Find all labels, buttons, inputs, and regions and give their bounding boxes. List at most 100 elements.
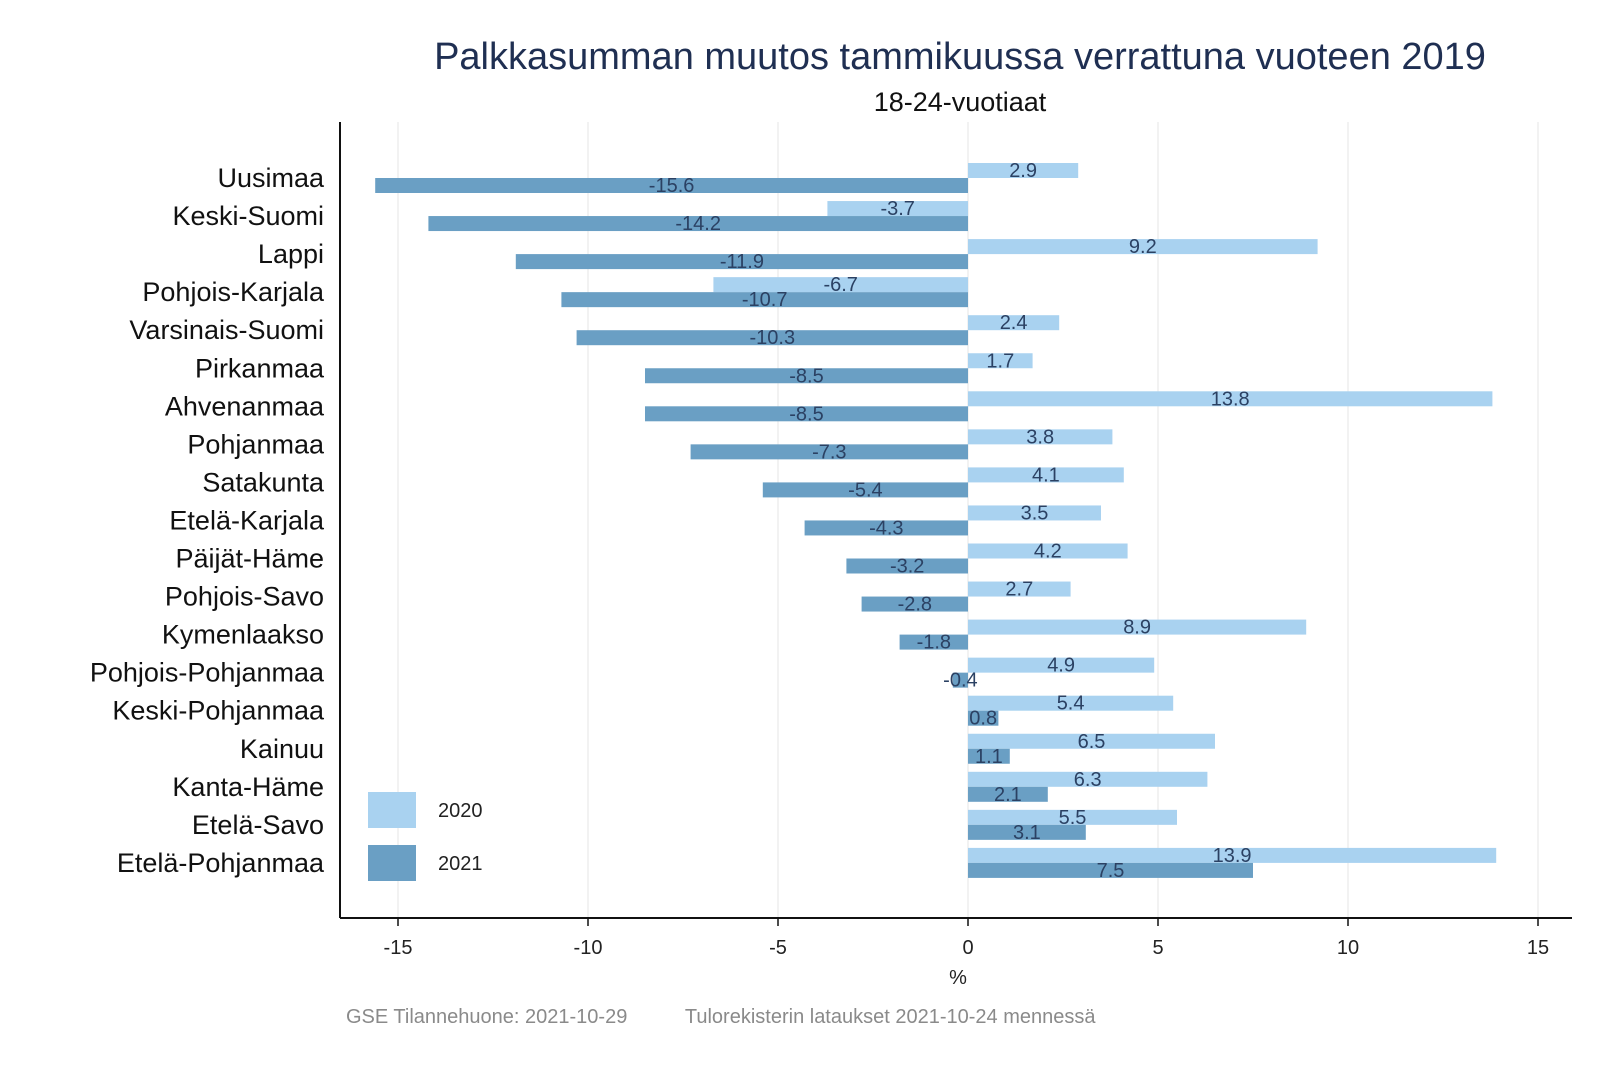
category-label: Kymenlaakso: [162, 620, 324, 650]
bar-2020-9: [968, 505, 1101, 521]
bar-2021-1: [428, 216, 968, 232]
category-label: Kanta-Häme: [172, 772, 324, 802]
data-label-2021-12: -1.8: [917, 632, 951, 654]
bar-2020-5: [968, 353, 1033, 369]
bar-2020-18: [968, 847, 1497, 863]
bar-2020-10: [968, 543, 1128, 559]
category-label: Keski-Suomi: [172, 201, 324, 231]
category-label: Päijät-Häme: [175, 544, 324, 574]
bar-2020-13: [968, 657, 1155, 673]
bar-2021-16: [968, 786, 1048, 802]
category-label: Lappi: [258, 239, 324, 269]
x-tick-label: 15: [1527, 937, 1549, 959]
x-tick-label: -10: [574, 937, 603, 959]
bar-2021-18: [968, 862, 1253, 878]
data-label-2020-4: 2.4: [1000, 312, 1028, 334]
category-label: Etelä-Pohjanmaa: [117, 848, 325, 878]
legend-swatch-2021: [368, 845, 416, 881]
bar-2020-7: [968, 429, 1113, 445]
x-tick-label: 0: [962, 937, 973, 959]
data-label-2021-10: -3.2: [890, 556, 924, 578]
data-label-2020-18: 13.9: [1213, 845, 1252, 867]
data-label-2020-12: 8.9: [1123, 617, 1151, 639]
bar-2021-17: [968, 824, 1086, 840]
data-label-2021-8: -5.4: [848, 479, 882, 501]
data-label-2021-2: -11.9: [720, 251, 764, 273]
data-label-2020-2: 9.2: [1129, 236, 1157, 258]
data-label-2021-5: -8.5: [789, 365, 823, 387]
bar-2021-2: [515, 254, 968, 270]
category-label: Etelä-Karjala: [169, 505, 325, 535]
data-label-2021-7: -7.3: [812, 441, 846, 463]
bar-2021-11: [861, 596, 968, 612]
axes: -15 -10 -5 0 5 10 15: [339, 122, 1572, 959]
category-label: Pirkanmaa: [195, 353, 325, 383]
bar-2021-14: [968, 710, 999, 726]
footer-source: Tulorekisterin lataukset 2021-10-24 menn…: [684, 1006, 1096, 1028]
bar-2021-0: [375, 178, 968, 193]
bar-2021-10: [846, 558, 968, 574]
data-label-2020-6: 13.8: [1211, 388, 1250, 410]
x-tick-label: -15: [384, 937, 413, 959]
data-label-2020-1: -3.7: [880, 198, 914, 220]
data-label-2020-7: 3.8: [1026, 426, 1054, 448]
legend-label-2020: 2020: [438, 800, 483, 822]
data-label-2021-18: 7.5: [1097, 860, 1125, 882]
bar-2020-11: [968, 581, 1071, 597]
data-label-2021-14: 0.8: [969, 708, 997, 730]
bar-2020-6: [968, 391, 1493, 407]
bar-2020-2: [968, 239, 1318, 255]
data-label-2021-3: -10.7: [742, 289, 788, 311]
x-tick-label: 5: [1152, 937, 1163, 959]
x-axis-title: %: [949, 967, 967, 989]
bar-2020-3: [713, 277, 968, 293]
category-label: Pohjois-Karjala: [142, 277, 325, 307]
category-label: Satakunta: [202, 467, 325, 497]
data-label-2021-16: 2.1: [994, 784, 1022, 806]
bar-2021-4: [576, 330, 968, 346]
data-label-2021-4: -10.3: [750, 327, 796, 349]
bar-2021-3: [561, 292, 968, 308]
bar-2021-6: [645, 406, 968, 422]
data-label-2020-14: 5.4: [1057, 693, 1085, 715]
bars: [375, 163, 1497, 878]
data-label-2020-13: 4.9: [1047, 655, 1075, 677]
footer: GSE Tilannehuone: 2021-10-29 Tulorekiste…: [346, 1006, 1096, 1029]
data-label-2020-5: 1.7: [986, 350, 1014, 372]
data-label-2021-6: -8.5: [789, 403, 823, 425]
bar-2020-14: [968, 695, 1174, 711]
category-labels: Uusimaa Keski-Suomi Lappi Pohjois-Karjala Va…: [90, 163, 325, 878]
bar-2020-8: [968, 467, 1124, 483]
bar-2020-15: [968, 733, 1215, 749]
data-label-2020-15: 6.5: [1078, 731, 1106, 753]
category-label: Etelä-Savo: [192, 810, 324, 840]
chart-subtitle: 18-24-vuotiaat: [873, 87, 1047, 117]
category-label: Varsinais-Suomi: [129, 315, 324, 345]
x-tick-label: -5: [769, 937, 787, 959]
bar-2020-17: [968, 809, 1177, 825]
bar-2020-12: [968, 619, 1307, 635]
bar-2021-15: [968, 748, 1010, 764]
data-labels: 2.9 -15.6 -3.7 -14.2 9.2 -11.9 -6.7 -10.7 2.4 -10…: [649, 160, 1252, 882]
legend: 2020 2021: [368, 792, 483, 881]
category-label: Uusimaa: [217, 163, 325, 193]
category-label: Keski-Pohjanmaa: [112, 696, 325, 726]
bar-2021-12: [899, 634, 968, 650]
bar-2021-8: [762, 482, 968, 498]
data-label-2020-9: 3.5: [1021, 502, 1049, 524]
data-label-2021-17: 3.1: [1013, 822, 1041, 844]
data-label-2021-1: -14.2: [675, 213, 721, 235]
legend-label-2021: 2021: [438, 853, 483, 875]
category-label: Pohjois-Pohjanmaa: [90, 658, 325, 688]
bar-2021-5: [645, 368, 968, 384]
bar-2021-7: [690, 444, 968, 460]
data-label-2021-15: 1.1: [975, 746, 1003, 768]
x-tick-label: 10: [1337, 937, 1359, 959]
bar-2020-1: [827, 201, 968, 217]
data-label-2020-10: 4.2: [1034, 541, 1062, 563]
data-label-2020-11: 2.7: [1005, 579, 1033, 601]
bar-2020-0: [968, 163, 1079, 178]
data-label-2021-13: -0.4: [943, 670, 977, 692]
category-label: Pohjois-Savo: [165, 582, 324, 612]
